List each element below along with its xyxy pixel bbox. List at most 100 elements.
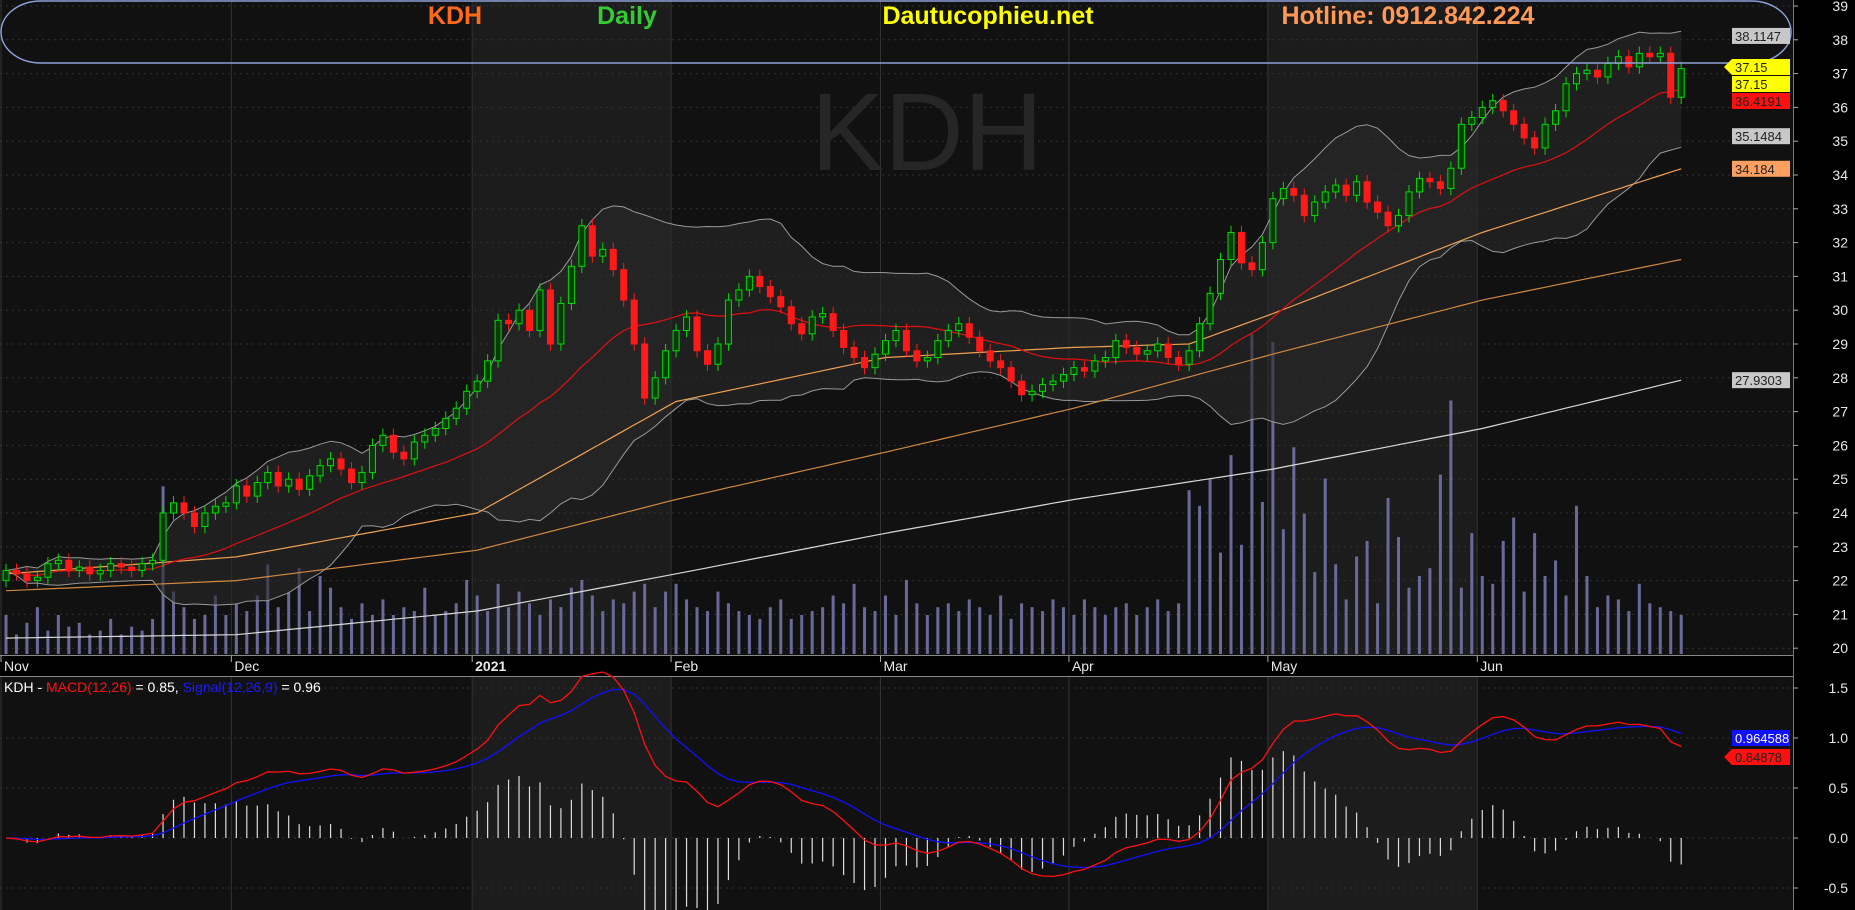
volume-bar — [67, 626, 71, 654]
bollinger-fill — [6, 31, 1682, 606]
candle-down — [1531, 137, 1539, 149]
candle-up — [306, 475, 314, 490]
volume-bar — [883, 595, 887, 654]
candle-up — [44, 563, 52, 578]
volume-bar — [192, 618, 196, 654]
candle-up — [662, 350, 670, 379]
candle-up — [1070, 367, 1078, 375]
volume-bar — [737, 611, 741, 654]
candle-down — [766, 286, 774, 298]
volume-bar — [800, 615, 804, 654]
volume-bar — [119, 634, 123, 654]
candle-up — [1028, 390, 1036, 396]
bb-lower-label-bg — [1732, 128, 1790, 145]
candle-down — [389, 434, 397, 453]
volume-bar — [1292, 447, 1296, 654]
month-label: Nov — [4, 658, 29, 674]
candle-up — [808, 316, 816, 335]
candle-down — [840, 329, 848, 348]
volume-bar — [1187, 490, 1191, 654]
macd-tick-label: 1.5 — [1829, 680, 1849, 696]
volume-bar — [297, 568, 301, 654]
last-close-label: 37.15 — [1735, 60, 1768, 75]
volume-bar — [1365, 540, 1369, 654]
volume-bar — [758, 618, 762, 654]
volume-bar — [1082, 599, 1086, 654]
period-title: Daily — [597, 2, 657, 30]
month-label: Mar — [883, 658, 907, 674]
candle-up — [1583, 69, 1591, 75]
candle-down — [1290, 188, 1298, 196]
bollinger-lower-line — [5, 146, 1682, 606]
price-tick-label: 24 — [1832, 505, 1848, 521]
candle-up — [1279, 188, 1287, 200]
candle-down — [902, 329, 910, 352]
ma50-line — [5, 168, 1682, 575]
volume-bar — [1020, 603, 1024, 654]
candle-up — [473, 380, 481, 392]
volume-bar — [1606, 595, 1610, 654]
candle-up — [683, 316, 691, 331]
volume-bar — [1103, 615, 1107, 654]
volume-bar — [528, 603, 531, 654]
price-tick-label: 27 — [1832, 404, 1848, 420]
volume-bar — [1145, 607, 1149, 654]
price-axis[interactable] — [1793, 0, 1855, 910]
volume-bar — [925, 615, 929, 654]
candle-up — [222, 502, 230, 507]
volume-bar — [674, 583, 678, 654]
volume-bar — [1449, 400, 1453, 654]
candle-up — [421, 434, 429, 443]
volume-bar — [978, 607, 982, 654]
volume-bar — [1512, 517, 1516, 654]
volume-bar — [1030, 607, 1034, 654]
candle-up — [1604, 62, 1612, 78]
last-close-label-pointer — [1724, 59, 1732, 75]
volume-bar — [705, 611, 709, 654]
candle-down — [1363, 181, 1371, 203]
candle-up — [138, 563, 146, 571]
candle-up — [557, 302, 565, 345]
volume-bar — [1271, 342, 1275, 654]
volume-bar — [1124, 603, 1128, 654]
month-labels: Nov Dec 2021 Feb Mar Apr May Jun — [0, 656, 1503, 674]
volume-bar — [653, 607, 657, 654]
candle-up — [1112, 340, 1120, 359]
candle-up — [1059, 373, 1067, 382]
candle-up — [368, 444, 376, 473]
last-close-label-2: 37.15 — [1735, 77, 1768, 92]
volume-bar — [77, 622, 81, 654]
volume-bar — [1250, 334, 1254, 654]
volume-bar — [1061, 607, 1065, 654]
candle-down — [620, 269, 628, 301]
candle-down — [1018, 380, 1026, 396]
volume-bar — [569, 587, 573, 654]
candle-up — [578, 225, 586, 267]
macd-tick-label: 0.0 — [1829, 830, 1849, 846]
price-tick-label: 26 — [1832, 437, 1848, 453]
price-tick-label: 23 — [1832, 539, 1848, 555]
volume-bar — [130, 626, 134, 654]
candle-up — [567, 265, 575, 304]
candle-up — [170, 502, 178, 514]
macd-line — [5, 671, 1682, 878]
volume-bar — [957, 611, 961, 654]
bollinger-bands — [5, 30, 1682, 606]
volume-bar — [643, 583, 647, 654]
volume-bar — [1260, 501, 1264, 654]
bb-upper-label-bg — [1732, 27, 1790, 44]
candle-up — [1489, 100, 1497, 108]
volume-bar — [465, 579, 469, 654]
ma200-label: 27.9303 — [1735, 373, 1782, 388]
candle-up — [1143, 350, 1151, 355]
signal-value-label-bg — [1732, 730, 1790, 746]
candle-up — [1185, 350, 1193, 365]
candle-down — [630, 299, 638, 345]
candle-up — [463, 390, 471, 409]
volume-bar — [1585, 576, 1589, 654]
price-tick-label: 29 — [1832, 336, 1848, 352]
volume-bar — [779, 599, 783, 654]
volume-bar — [810, 611, 814, 654]
volume-bar — [46, 630, 50, 654]
candle-down — [1520, 123, 1528, 139]
